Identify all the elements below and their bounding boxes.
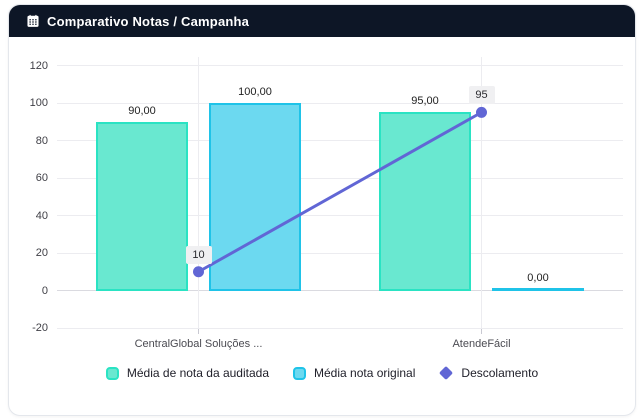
chart-legend: Média de nota da auditada Média nota orig…	[8, 365, 636, 381]
legend-item[interactable]: Descolamento	[439, 365, 539, 381]
card-title: Comparativo Notas / Campanha	[47, 13, 250, 29]
card-header: Comparativo Notas / Campanha	[9, 5, 635, 37]
legend-item[interactable]: Média de nota da auditada	[105, 366, 269, 380]
legend-item[interactable]: Média nota original	[293, 366, 415, 380]
legend-swatch-icon	[293, 366, 306, 380]
legend-swatch-icon	[105, 366, 119, 380]
legend-diamond-icon	[439, 365, 454, 381]
legend-label: Média nota original	[314, 366, 416, 380]
calendar-icon	[26, 14, 40, 28]
legend-label: Descolamento	[461, 366, 539, 380]
legend-label: Média de nota da auditada	[126, 366, 269, 380]
chart-card: Comparativo Notas / Campanha	[8, 4, 636, 416]
